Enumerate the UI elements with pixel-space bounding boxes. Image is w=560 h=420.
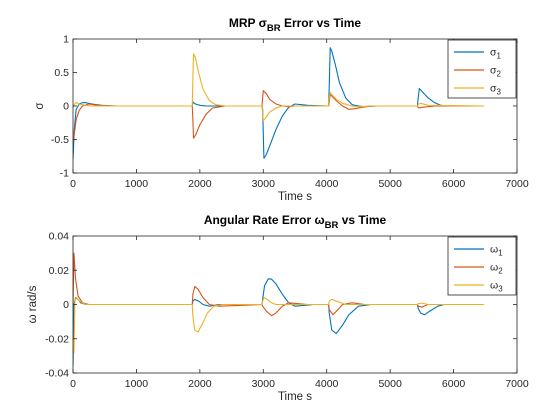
- legend-label-σ2: σ2: [490, 65, 501, 79]
- legend-label-ω2: ω2: [490, 262, 503, 276]
- chart-title: MRP σBR Error vs Time: [229, 16, 362, 34]
- x-tick-label: 2000: [188, 178, 212, 190]
- series-line-ω3: [73, 297, 485, 353]
- y-tick-label: 0.04: [49, 231, 70, 243]
- x-tick-label: 5000: [378, 378, 402, 390]
- x-tick-label: 0: [70, 378, 76, 390]
- legend-box: [447, 236, 517, 296]
- x-tick-label: 5000: [378, 178, 402, 190]
- y-tick-label: -0.04: [45, 368, 69, 380]
- x-tick-label: 6000: [442, 178, 466, 190]
- x-tick-label: 3000: [252, 378, 276, 390]
- chart-title: Angular Rate Error ωBR vs Time: [204, 213, 387, 231]
- x-axis-label: Time s: [278, 191, 312, 203]
- legend: σ1 σ2 σ3: [447, 39, 517, 99]
- x-tick-label: 1000: [125, 178, 149, 190]
- y-tick-label: -1: [60, 168, 69, 180]
- legend-label-σ3: σ3: [490, 83, 501, 97]
- legend-label-ω1: ω1: [490, 244, 503, 258]
- y-axis-label: ω rad/s: [27, 285, 39, 323]
- chart-bottom: 0 1000 2000 3000 4000 5000 6000 7000 -0.04 -0.02 0…: [27, 213, 529, 403]
- series-group: [73, 47, 485, 160]
- x-axis-label: Time s: [278, 391, 312, 403]
- x-tick-label: 0: [70, 178, 76, 190]
- x-tick-label: 7000: [505, 378, 529, 390]
- x-tick-label: 2000: [188, 378, 212, 390]
- y-tick-label: 0: [63, 101, 69, 113]
- series-line-σ3: [73, 53, 485, 122]
- legend-box: [447, 39, 517, 99]
- y-tick-label: -0.02: [45, 333, 69, 345]
- x-tick-label: 1000: [125, 378, 149, 390]
- x-tick-label: 6000: [442, 378, 466, 390]
- x-tick-label: 7000: [505, 178, 529, 190]
- legend-label-σ1: σ1: [490, 47, 501, 61]
- x-tick-label: 4000: [315, 178, 339, 190]
- y-tick-label: 0.02: [49, 265, 70, 277]
- y-tick-label: 0: [63, 299, 69, 311]
- chart-top: 0 1000 2000 3000 4000 5000 6000 7000 -1 -0.5 0 0.5 1…: [34, 16, 529, 203]
- legend-label-ω3: ω3: [490, 280, 503, 294]
- series-group: [73, 252, 485, 367]
- x-tick-label: 4000: [315, 378, 339, 390]
- x-tick-label: 3000: [252, 178, 276, 190]
- y-tick-label: 0.5: [54, 67, 69, 79]
- y-tick-label: -0.5: [51, 134, 69, 146]
- y-axis-label: σ: [34, 102, 46, 109]
- y-tick-label: 1: [63, 34, 69, 46]
- legend: ω1 ω2 ω3: [447, 236, 517, 296]
